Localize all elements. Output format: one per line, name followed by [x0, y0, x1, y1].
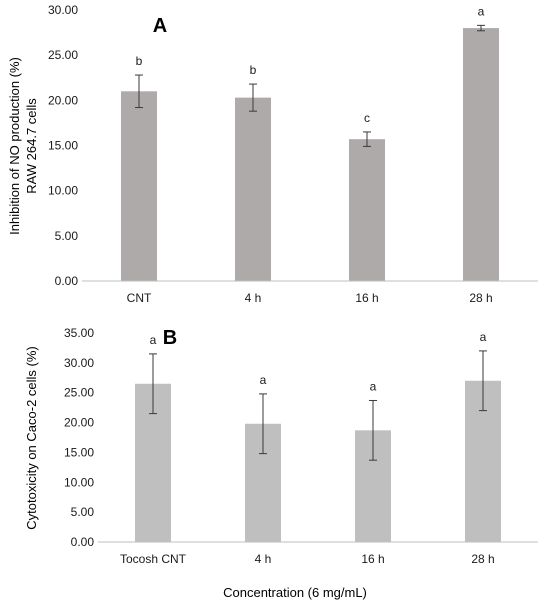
- panel-a-x-tick-label: CNT: [127, 291, 152, 305]
- panel-b: B Cytotoxicity on Caco-2 cells (%) 0.00 5…: [24, 326, 538, 566]
- panel-b-significance-label: a: [370, 379, 377, 393]
- panel-a-y-tick-label: 25.00: [48, 48, 78, 62]
- panel-b-y-tick-label: 30.00: [64, 356, 94, 370]
- panel-b-ylabel: Cytotoxicity on Caco-2 cells (%): [24, 346, 39, 530]
- panel-a-x-tick-label: 4 h: [245, 291, 262, 305]
- panel-b-significance-label: a: [480, 330, 487, 344]
- panel-a-bar: [235, 97, 271, 281]
- panel-b-label: B: [163, 327, 177, 349]
- panel-b-y-tick-label: 0.00: [71, 535, 95, 549]
- panel-a-ylabel-line1: Inhibition of NO production (%): [7, 57, 22, 235]
- panel-b-y-tick-label: 20.00: [64, 416, 94, 430]
- panel-a-y-tick-label: 15.00: [48, 139, 78, 153]
- panel-b-significance-label: a: [260, 373, 267, 387]
- panel-a-bar: [463, 28, 499, 281]
- panel-b-y-tick-label: 35.00: [64, 326, 94, 340]
- panel-a-y-tick-label: 5.00: [55, 229, 79, 243]
- panel-a: A Inhibition of NO production (%) RAW 26…: [7, 3, 538, 305]
- panel-b-x-tick-label: 16 h: [361, 552, 384, 566]
- panel-b-x-tick-label: 28 h: [471, 552, 494, 566]
- shared-x-axis-title: Concentration (6 mg/mL): [223, 585, 367, 600]
- panel-a-ylabel-line2: RAW 264.7 cells: [24, 98, 39, 194]
- panel-a-significance-label: c: [364, 111, 370, 125]
- panel-a-significance-label: b: [136, 54, 143, 68]
- panel-a-y-tick-label: 20.00: [48, 93, 78, 107]
- panel-a-x-tick-label: 16 h: [355, 291, 378, 305]
- panel-b-y-tick-label: 15.00: [64, 445, 94, 459]
- panel-b-significance-label: a: [150, 333, 157, 347]
- panel-a-significance-label: b: [250, 63, 257, 77]
- panel-b-y-tick-label: 25.00: [64, 386, 94, 400]
- panel-a-bar: [121, 91, 157, 281]
- panel-b-y-tick-label: 10.00: [64, 475, 94, 489]
- panel-a-y-tick-label: 0.00: [55, 274, 79, 288]
- panel-a-label: A: [153, 15, 167, 37]
- panel-b-x-tick-label: Tocosh CNT: [120, 552, 187, 566]
- panel-a-significance-label: a: [478, 4, 485, 18]
- panel-a-y-tick-label: 30.00: [48, 3, 78, 17]
- panel-a-x-tick-label: 28 h: [469, 291, 492, 305]
- panel-b-x-tick-label: 4 h: [255, 552, 272, 566]
- panel-a-y-tick-label: 10.00: [48, 184, 78, 198]
- panel-a-bar: [349, 139, 385, 281]
- panel-b-y-tick-label: 5.00: [71, 505, 95, 519]
